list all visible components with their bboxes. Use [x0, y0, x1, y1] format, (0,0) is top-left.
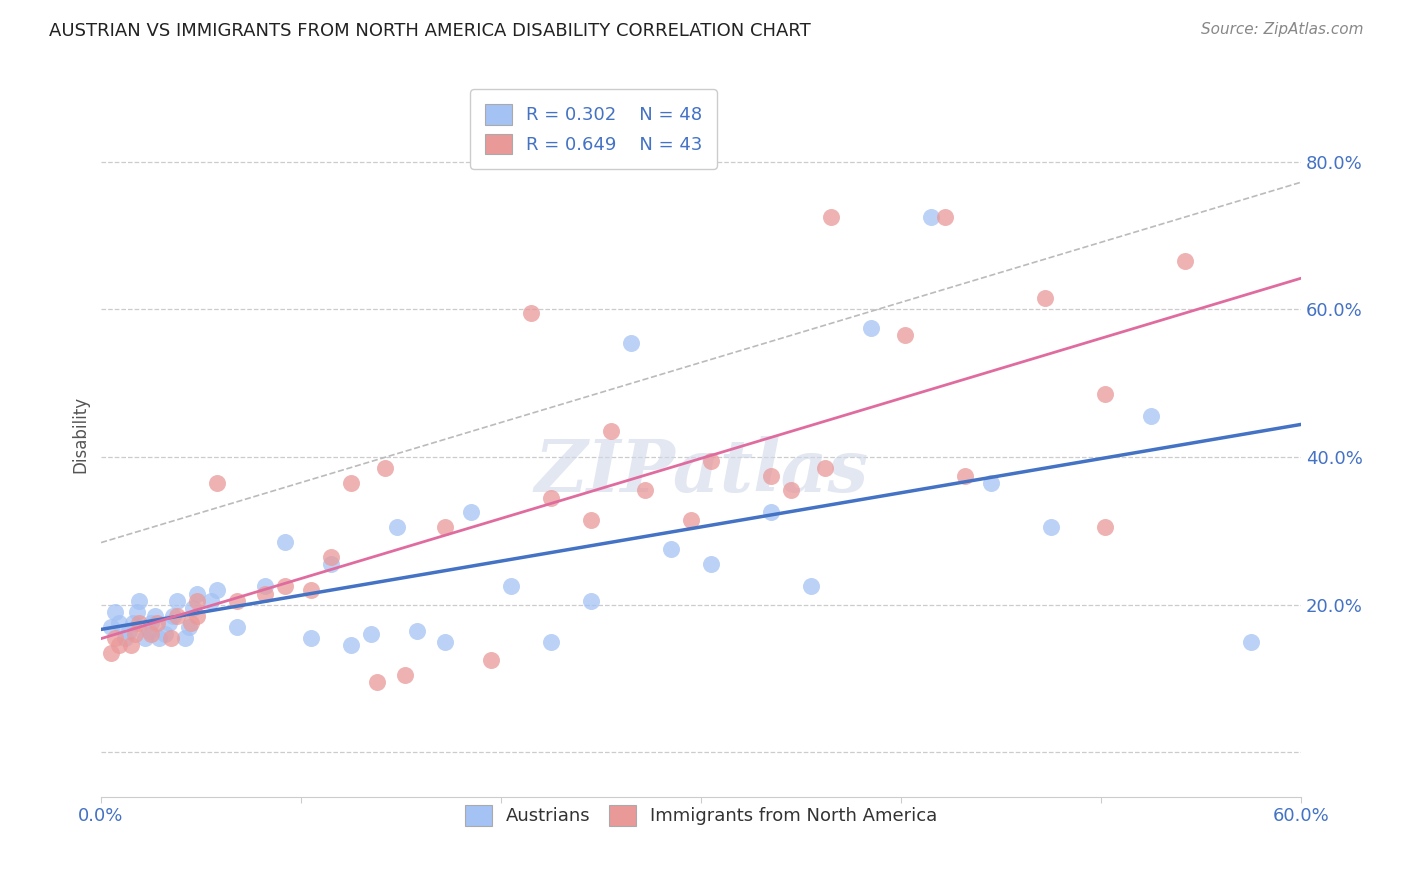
- Point: [434, 520, 457, 534]
- Point: [700, 557, 723, 571]
- Point: [143, 608, 166, 623]
- Point: [100, 646, 122, 660]
- Point: [820, 210, 842, 224]
- Point: [166, 608, 188, 623]
- Point: [274, 535, 297, 549]
- Point: [1174, 254, 1197, 268]
- Point: [759, 505, 782, 519]
- Point: [700, 454, 723, 468]
- Point: [186, 587, 208, 601]
- Point: [385, 520, 408, 534]
- Point: [181, 601, 204, 615]
- Point: [134, 631, 156, 645]
- Point: [360, 627, 382, 641]
- Point: [148, 631, 170, 645]
- Point: [479, 653, 502, 667]
- Point: [128, 594, 150, 608]
- Point: [118, 624, 141, 638]
- Point: [540, 491, 562, 505]
- Point: [894, 328, 917, 343]
- Point: [139, 616, 162, 631]
- Point: [800, 579, 823, 593]
- Point: [980, 475, 1002, 490]
- Point: [1094, 387, 1116, 401]
- Point: [1140, 409, 1163, 424]
- Point: [374, 461, 396, 475]
- Point: [1040, 520, 1063, 534]
- Point: [128, 616, 150, 631]
- Point: [934, 210, 956, 224]
- Point: [499, 579, 522, 593]
- Point: [299, 582, 322, 597]
- Point: [579, 513, 602, 527]
- Point: [1094, 520, 1116, 534]
- Point: [200, 594, 222, 608]
- Point: [319, 557, 342, 571]
- Point: [340, 475, 363, 490]
- Point: [659, 542, 682, 557]
- Point: [1240, 634, 1263, 648]
- Point: [759, 468, 782, 483]
- Point: [100, 620, 122, 634]
- Point: [120, 639, 142, 653]
- Point: [186, 608, 208, 623]
- Point: [125, 605, 148, 619]
- Point: [780, 483, 803, 498]
- Point: [124, 627, 146, 641]
- Point: [340, 639, 363, 653]
- Point: [366, 675, 388, 690]
- Point: [634, 483, 657, 498]
- Text: AUSTRIAN VS IMMIGRANTS FROM NORTH AMERICA DISABILITY CORRELATION CHART: AUSTRIAN VS IMMIGRANTS FROM NORTH AMERIC…: [49, 22, 811, 40]
- Point: [254, 579, 277, 593]
- Point: [299, 631, 322, 645]
- Point: [860, 320, 883, 334]
- Point: [108, 616, 131, 631]
- Point: [920, 210, 942, 224]
- Point: [226, 594, 249, 608]
- Point: [579, 594, 602, 608]
- Point: [174, 631, 197, 645]
- Point: [153, 627, 176, 641]
- Point: [434, 634, 457, 648]
- Text: ZIPatlas: ZIPatlas: [534, 435, 868, 507]
- Point: [104, 605, 127, 619]
- Point: [177, 620, 200, 634]
- Text: Source: ZipAtlas.com: Source: ZipAtlas.com: [1201, 22, 1364, 37]
- Point: [460, 505, 482, 519]
- Point: [180, 616, 202, 631]
- Point: [114, 631, 136, 645]
- Point: [540, 634, 562, 648]
- Point: [681, 513, 703, 527]
- Point: [186, 594, 208, 608]
- Point: [520, 306, 543, 320]
- Point: [274, 579, 297, 593]
- Point: [205, 582, 228, 597]
- Point: [814, 461, 837, 475]
- Point: [600, 424, 623, 438]
- Point: [104, 631, 127, 645]
- Y-axis label: Disability: Disability: [72, 396, 89, 474]
- Point: [254, 587, 277, 601]
- Point: [157, 616, 180, 631]
- Legend: Austrians, Immigrants from North America: Austrians, Immigrants from North America: [456, 796, 946, 835]
- Point: [108, 639, 131, 653]
- Point: [160, 631, 183, 645]
- Point: [146, 616, 169, 631]
- Point: [138, 624, 160, 638]
- Point: [394, 668, 416, 682]
- Point: [953, 468, 976, 483]
- Point: [205, 475, 228, 490]
- Point: [1033, 291, 1056, 305]
- Point: [226, 620, 249, 634]
- Point: [620, 335, 643, 350]
- Point: [162, 608, 184, 623]
- Point: [166, 594, 188, 608]
- Point: [139, 627, 162, 641]
- Point: [319, 549, 342, 564]
- Point: [122, 616, 145, 631]
- Point: [406, 624, 429, 638]
